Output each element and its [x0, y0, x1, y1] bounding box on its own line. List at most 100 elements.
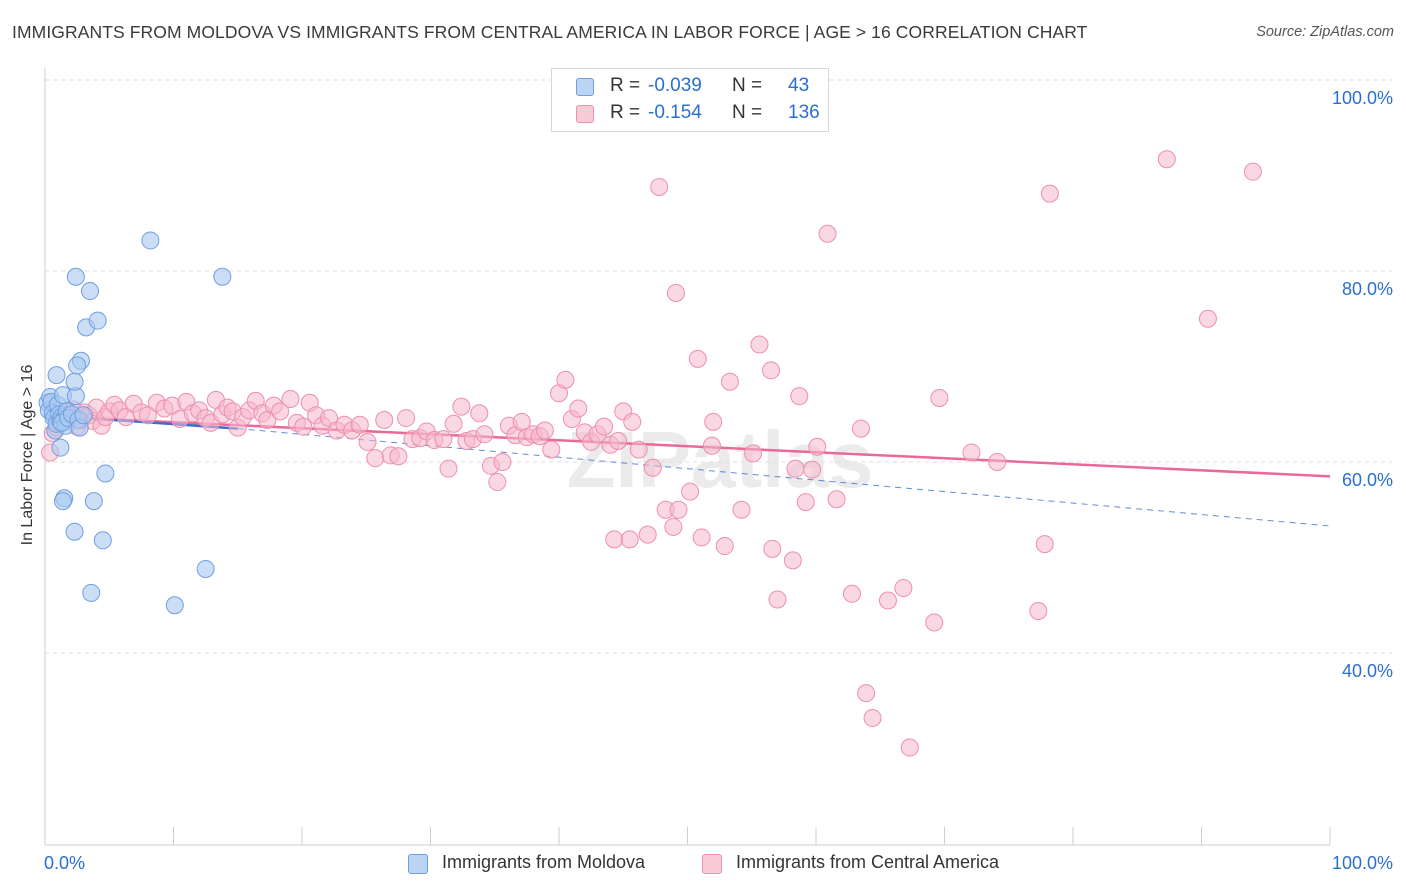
- legend-r-label: R =: [610, 102, 641, 123]
- central-america-point: [762, 361, 781, 380]
- central-america-point: [620, 530, 639, 549]
- legend-label-central-america: Immigrants from Central America: [736, 852, 1000, 872]
- legend-swatch-pink: [576, 105, 594, 123]
- central-america-point: [1035, 535, 1054, 554]
- moldova-point: [84, 492, 103, 511]
- moldova-point: [82, 583, 101, 602]
- central-america-point: [681, 482, 700, 501]
- moldova-point: [74, 406, 93, 425]
- moldova-point: [68, 356, 87, 375]
- source-label: Source: ZipAtlas.com: [1256, 24, 1394, 40]
- central-america-point: [556, 370, 575, 389]
- central-america-point: [962, 443, 981, 462]
- central-america-point: [650, 177, 669, 196]
- central-america-point: [470, 404, 489, 423]
- legend-n-value: 43: [788, 75, 810, 96]
- legend-n-value: 136: [788, 102, 820, 123]
- moldova-points: [38, 231, 232, 615]
- central-america-point: [925, 613, 944, 632]
- central-america-point: [842, 584, 861, 603]
- moldova-point: [80, 282, 99, 301]
- central-america-point: [271, 402, 290, 421]
- central-america-point: [988, 453, 1007, 471]
- central-america-point: [763, 539, 782, 558]
- central-america-point: [444, 414, 463, 433]
- legend-swatch-blue: [408, 854, 428, 874]
- central-america-point: [452, 397, 471, 416]
- central-america-point: [281, 389, 300, 408]
- central-america-point: [930, 389, 949, 408]
- legend-swatch-blue: [576, 78, 594, 96]
- legend-label-moldova: Immigrants from Moldova: [442, 852, 646, 872]
- central-america-point: [389, 447, 408, 466]
- central-america-point: [358, 432, 377, 451]
- y-tick-label: 80.0%: [1342, 279, 1393, 299]
- central-america-point: [720, 372, 739, 391]
- central-america-point: [397, 409, 416, 428]
- central-america-point: [664, 517, 683, 536]
- central-america-point: [688, 349, 707, 368]
- moldova-point: [196, 559, 215, 578]
- legend-r-value: -0.039: [648, 75, 702, 96]
- legend-n-label: N =: [732, 75, 763, 96]
- central-america-point: [605, 530, 624, 549]
- central-america-point: [732, 500, 751, 519]
- central-america-point: [894, 579, 913, 598]
- moldova-point: [96, 464, 115, 483]
- central-america-point: [900, 738, 919, 757]
- central-america-point: [1040, 184, 1059, 203]
- moldova-point: [65, 522, 84, 541]
- legend-r-label: R =: [610, 75, 641, 96]
- correlation-legend: R = -0.039 N = 43 R = -0.154 N = 136: [551, 68, 829, 132]
- moldova-point: [51, 438, 70, 457]
- central-america-point: [704, 412, 723, 431]
- central-america-point: [863, 708, 882, 727]
- central-america-point: [629, 440, 648, 459]
- legend-swatch-pink: [702, 854, 722, 874]
- central-america-points: [41, 150, 1262, 757]
- moldova-point: [53, 492, 72, 511]
- central-america-point: [786, 459, 805, 478]
- central-america-point: [818, 224, 837, 243]
- central-america-point: [609, 431, 628, 450]
- central-america-point: [294, 417, 313, 436]
- watermark: ZIPatlas: [567, 415, 874, 504]
- central-america-point: [669, 500, 688, 519]
- central-america-point: [803, 460, 822, 479]
- series-legend: Immigrants from Moldova Immigrants from …: [0, 852, 1406, 876]
- moldova-point: [141, 231, 160, 250]
- central-america-point: [535, 421, 554, 440]
- chart-title: IMMIGRANTS FROM MOLDOVA VS IMMIGRANTS FR…: [12, 22, 1088, 42]
- central-america-point: [366, 449, 385, 468]
- central-america-point: [715, 537, 734, 556]
- central-america-point: [1029, 601, 1048, 620]
- central-america-point: [790, 387, 809, 406]
- tick-labels: 40.0% 60.0% 80.0% 100.0% 0.0% 100.0%: [44, 88, 1393, 873]
- central-america-point: [375, 410, 394, 429]
- central-america-point: [783, 551, 802, 570]
- y-tick-label: 60.0%: [1342, 470, 1393, 490]
- central-america-point: [493, 453, 512, 471]
- central-america-point: [878, 591, 897, 610]
- central-america-point: [857, 684, 876, 703]
- legend-n-label: N =: [732, 102, 763, 123]
- central-america-point: [744, 444, 763, 463]
- central-america-point: [475, 425, 494, 444]
- central-america-point: [138, 406, 157, 425]
- moldova-point: [93, 531, 112, 550]
- y-tick-label: 40.0%: [1342, 661, 1393, 681]
- legend-r-value: -0.154: [648, 102, 702, 123]
- central-america-point: [434, 430, 453, 449]
- moldova-point: [213, 267, 232, 286]
- y-tick-label: 100.0%: [1332, 88, 1393, 108]
- central-america-point: [569, 399, 588, 418]
- central-america-point: [594, 417, 613, 436]
- moldova-point: [65, 372, 84, 391]
- central-america-point: [1157, 150, 1176, 169]
- central-america-point: [1243, 162, 1262, 181]
- moldova-point: [66, 267, 85, 286]
- central-america-point: [796, 493, 815, 512]
- x-tick-label: 0.0%: [44, 853, 85, 873]
- moldova-point: [47, 366, 66, 385]
